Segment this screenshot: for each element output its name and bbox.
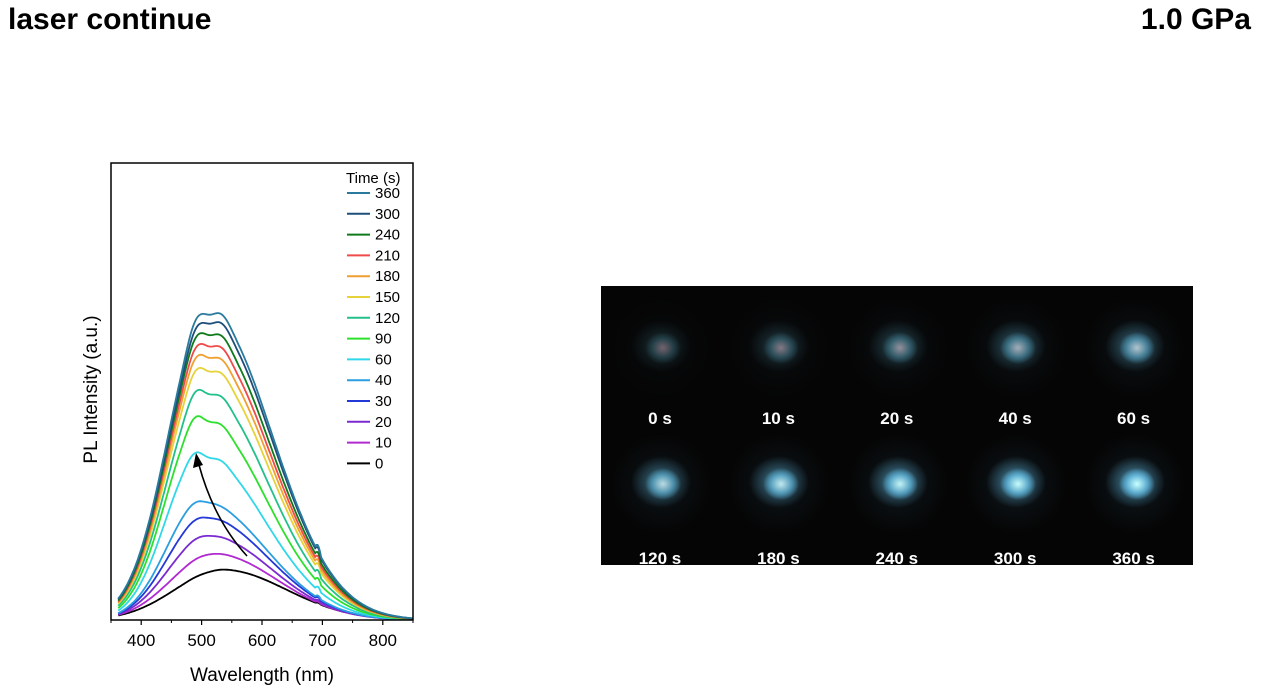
photo-time-label: 300 s	[956, 549, 1074, 569]
legend-label-300: 300	[375, 206, 400, 223]
photo-frame: 10 s	[719, 286, 837, 425]
legend-label-0: 0	[375, 455, 383, 472]
legend-label-40: 40	[375, 372, 392, 389]
photo-frame: 240 s	[838, 422, 956, 561]
y-axis-label: PL Intensity (a.u.)	[81, 315, 102, 463]
photo-time-label: 180 s	[719, 549, 837, 569]
series-line-300	[118, 322, 413, 618]
x-tick-label: 800	[369, 631, 397, 650]
x-axis-label: Wavelength (nm)	[190, 665, 334, 686]
pl-glow-image	[956, 286, 1074, 404]
trend-arrow	[193, 453, 247, 556]
series-line-120	[118, 390, 413, 619]
legend-label-150: 150	[375, 289, 400, 306]
legend-label-240: 240	[375, 227, 400, 244]
series-line-40	[118, 501, 413, 619]
legend-label-20: 20	[375, 414, 392, 431]
pl-glow-image	[719, 286, 837, 404]
pl-glow-image	[1075, 422, 1193, 540]
photo-frame: 0 s	[601, 286, 719, 425]
legend-label-210: 210	[375, 247, 400, 264]
pl-glow-image	[719, 422, 837, 540]
trend-arrow-head	[193, 453, 203, 468]
series-line-150	[118, 368, 413, 619]
x-tick-label: 400	[127, 631, 155, 650]
legend-label-90: 90	[375, 331, 392, 348]
photo-frame: 360 s	[1075, 422, 1193, 561]
photo-frame: 20 s	[838, 286, 956, 425]
legend-label-120: 120	[375, 310, 400, 327]
pl-glow-image	[956, 422, 1074, 540]
series-line-30	[118, 518, 413, 620]
legend-label-360: 360	[375, 185, 400, 202]
trend-arrow-shaft	[199, 465, 247, 556]
photo-time-label: 120 s	[601, 549, 719, 569]
legend-label-60: 60	[375, 351, 392, 368]
pressure-label: 1.0 GPa	[1141, 3, 1251, 37]
pl-glow-image	[838, 422, 956, 540]
pl-spectra-chart: 400 500 600 700 800 Wavelength (nm) PL Inten…	[0, 0, 600, 689]
pl-glow-image	[601, 286, 719, 404]
legend: Time (s) 3603002402101801501209060403020…	[346, 170, 400, 472]
photo-time-label: 360 s	[1075, 549, 1193, 569]
legend-label-10: 10	[375, 435, 392, 452]
x-tick-label: 700	[308, 631, 336, 650]
x-tick-label: 500	[187, 631, 215, 650]
photo-frame: 120 s	[601, 422, 719, 561]
legend-label-30: 30	[375, 393, 392, 410]
pl-glow-image	[601, 422, 719, 540]
photo-frame: 180 s	[719, 422, 837, 561]
pl-glow-image	[1075, 286, 1193, 404]
pl-glow-image	[838, 286, 956, 404]
x-axis: 400 500 600 700 800	[111, 620, 413, 650]
x-tick-label: 600	[248, 631, 276, 650]
photo-frame: 40 s	[956, 286, 1074, 425]
legend-label-180: 180	[375, 268, 400, 285]
photo-frame: 300 s	[956, 422, 1074, 561]
photo-frame: 60 s	[1075, 286, 1193, 425]
photo-time-label: 240 s	[838, 549, 956, 569]
